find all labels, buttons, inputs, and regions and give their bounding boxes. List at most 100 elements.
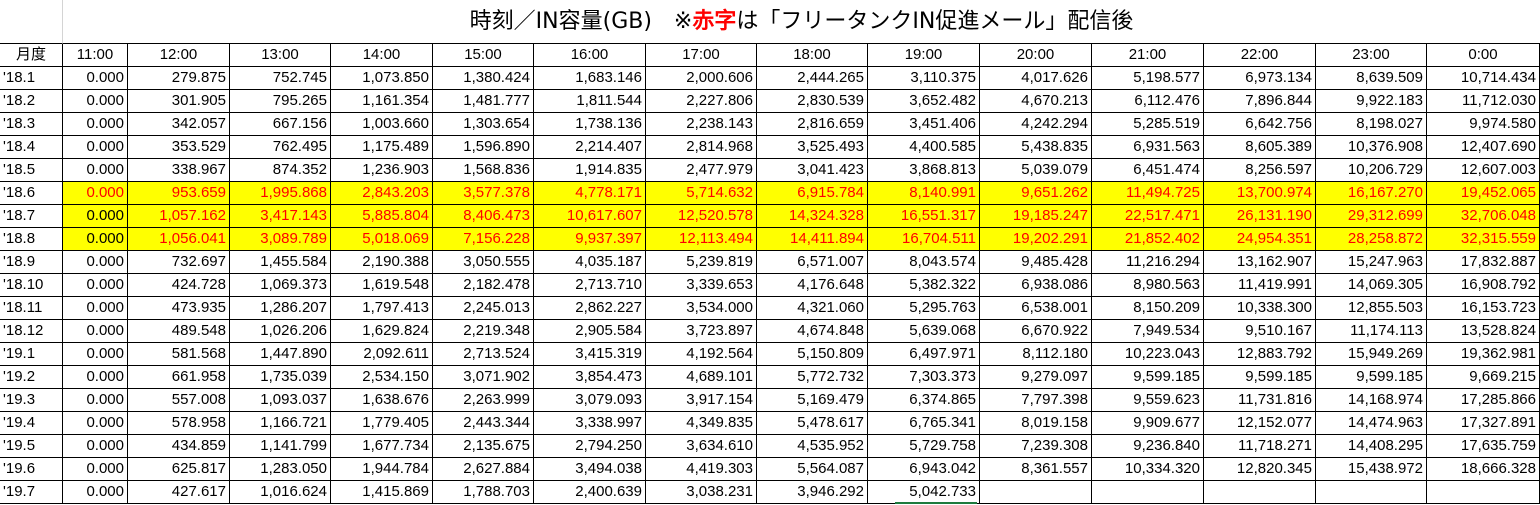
value-cell[interactable]: 1,619.548 <box>331 274 433 297</box>
value-cell[interactable]: 1,797.413 <box>331 297 433 320</box>
value-cell[interactable]: 3,917.154 <box>646 389 757 412</box>
value-cell[interactable]: 3,038.231 <box>646 481 757 504</box>
value-cell[interactable]: 2,444.265 <box>757 67 868 90</box>
value-cell[interactable]: 2,400.639 <box>534 481 646 504</box>
value-cell[interactable]: 3,338.997 <box>534 412 646 435</box>
value-cell[interactable]: 17,327.891 <box>1427 412 1540 435</box>
value-cell[interactable]: 9,974.580 <box>1427 113 1540 136</box>
value-cell[interactable]: 0.000 <box>63 90 128 113</box>
value-cell[interactable]: 1,166.721 <box>230 412 331 435</box>
value-cell[interactable]: 1,057.162 <box>128 205 230 228</box>
value-cell[interactable]: 0.000 <box>63 366 128 389</box>
value-cell[interactable]: 1,596.890 <box>433 136 534 159</box>
value-cell[interactable]: 5,150.809 <box>757 343 868 366</box>
month-label[interactable]: '18.7 <box>0 205 63 228</box>
value-cell[interactable]: 18,666.328 <box>1427 458 1540 481</box>
value-cell[interactable]: 7,949.534 <box>1092 320 1204 343</box>
value-cell[interactable]: 0.000 <box>63 320 128 343</box>
value-cell[interactable]: 22,517.471 <box>1092 205 1204 228</box>
value-cell[interactable]: 3,415.319 <box>534 343 646 366</box>
value-cell[interactable]: 1,380.424 <box>433 67 534 90</box>
value-cell[interactable]: 6,931.563 <box>1092 136 1204 159</box>
value-cell[interactable]: 5,729.758 <box>868 435 980 458</box>
value-cell[interactable]: 557.008 <box>128 389 230 412</box>
value-cell[interactable]: 24,954.351 <box>1204 228 1316 251</box>
value-cell[interactable]: 953.659 <box>128 182 230 205</box>
value-cell[interactable] <box>1316 481 1427 504</box>
value-cell[interactable] <box>980 481 1092 504</box>
value-cell[interactable]: 4,419.303 <box>646 458 757 481</box>
value-cell[interactable]: 6,973.134 <box>1204 67 1316 90</box>
value-cell[interactable]: 19,452.065 <box>1427 182 1540 205</box>
value-cell[interactable]: 1,447.890 <box>230 343 331 366</box>
value-cell[interactable]: 4,674.848 <box>757 320 868 343</box>
value-cell[interactable]: 3,079.093 <box>534 389 646 412</box>
value-cell[interactable]: 17,285.866 <box>1427 389 1540 412</box>
value-cell[interactable]: 8,605.389 <box>1204 136 1316 159</box>
value-cell[interactable]: 1,738.136 <box>534 113 646 136</box>
value-cell[interactable]: 3,868.813 <box>868 159 980 182</box>
value-cell[interactable]: 0.000 <box>63 412 128 435</box>
column-header[interactable]: 23:00 <box>1316 44 1427 67</box>
value-cell[interactable]: 9,279.097 <box>980 366 1092 389</box>
column-header[interactable]: 20:00 <box>980 44 1092 67</box>
value-cell[interactable]: 301.905 <box>128 90 230 113</box>
value-cell[interactable]: 16,704.511 <box>868 228 980 251</box>
column-header[interactable]: 17:00 <box>646 44 757 67</box>
value-cell[interactable]: 11,718.271 <box>1204 435 1316 458</box>
value-cell[interactable]: 9,599.185 <box>1204 366 1316 389</box>
column-header[interactable]: 18:00 <box>757 44 868 67</box>
value-cell[interactable]: 5,018.069 <box>331 228 433 251</box>
value-cell[interactable]: 1,788.703 <box>433 481 534 504</box>
column-header[interactable]: 13:00 <box>230 44 331 67</box>
value-cell[interactable]: 4,176.648 <box>757 274 868 297</box>
value-cell[interactable]: 667.156 <box>230 113 331 136</box>
value-cell[interactable]: 16,167.270 <box>1316 182 1427 205</box>
value-cell[interactable]: 2,263.999 <box>433 389 534 412</box>
value-cell[interactable]: 6,765.341 <box>868 412 980 435</box>
value-cell[interactable]: 1,779.405 <box>331 412 433 435</box>
value-cell[interactable]: 1,236.903 <box>331 159 433 182</box>
value-cell[interactable]: 5,285.519 <box>1092 113 1204 136</box>
value-cell[interactable]: 0.000 <box>63 435 128 458</box>
value-cell[interactable]: 14,069.305 <box>1316 274 1427 297</box>
sheet-title[interactable]: 時刻／IN容量(GB) ※赤字は「フリータンクIN促進メール」配信後 <box>63 0 1540 44</box>
value-cell[interactable] <box>1092 481 1204 504</box>
value-cell[interactable]: 5,042.733 <box>868 481 980 504</box>
title-corner-cell[interactable] <box>0 0 63 44</box>
value-cell[interactable]: 1,003.660 <box>331 113 433 136</box>
value-cell[interactable]: 2,000.606 <box>646 67 757 90</box>
value-cell[interactable]: 2,190.388 <box>331 251 433 274</box>
value-cell[interactable]: 1,073.850 <box>331 67 433 90</box>
value-cell[interactable]: 12,152.077 <box>1204 412 1316 435</box>
value-cell[interactable]: 1,944.784 <box>331 458 433 481</box>
value-cell[interactable]: 12,113.494 <box>646 228 757 251</box>
column-header[interactable]: 11:00 <box>63 44 128 67</box>
value-cell[interactable]: 1,568.836 <box>433 159 534 182</box>
value-cell[interactable]: 32,315.559 <box>1427 228 1540 251</box>
value-cell[interactable]: 3,071.902 <box>433 366 534 389</box>
value-cell[interactable]: 4,321.060 <box>757 297 868 320</box>
value-cell[interactable]: 2,843.203 <box>331 182 433 205</box>
value-cell[interactable]: 16,551.317 <box>868 205 980 228</box>
value-cell[interactable]: 9,236.840 <box>1092 435 1204 458</box>
value-cell[interactable]: 1,638.676 <box>331 389 433 412</box>
value-cell[interactable]: 2,443.344 <box>433 412 534 435</box>
value-cell[interactable]: 2,534.150 <box>331 366 433 389</box>
month-label[interactable]: '19.2 <box>0 366 63 389</box>
value-cell[interactable]: 2,627.884 <box>433 458 534 481</box>
value-cell[interactable]: 9,510.167 <box>1204 320 1316 343</box>
value-cell[interactable] <box>1204 481 1316 504</box>
value-cell[interactable]: 3,050.555 <box>433 251 534 274</box>
value-cell[interactable] <box>1427 481 1540 504</box>
value-cell[interactable]: 5,198.577 <box>1092 67 1204 90</box>
value-cell[interactable]: 5,772.732 <box>757 366 868 389</box>
value-cell[interactable]: 1,175.489 <box>331 136 433 159</box>
value-cell[interactable]: 11,731.816 <box>1204 389 1316 412</box>
value-cell[interactable]: 3,089.789 <box>230 228 331 251</box>
value-cell[interactable]: 2,227.806 <box>646 90 757 113</box>
month-label[interactable]: '18.10 <box>0 274 63 297</box>
value-cell[interactable]: 1,455.584 <box>230 251 331 274</box>
column-header[interactable]: 12:00 <box>128 44 230 67</box>
value-cell[interactable]: 14,474.963 <box>1316 412 1427 435</box>
